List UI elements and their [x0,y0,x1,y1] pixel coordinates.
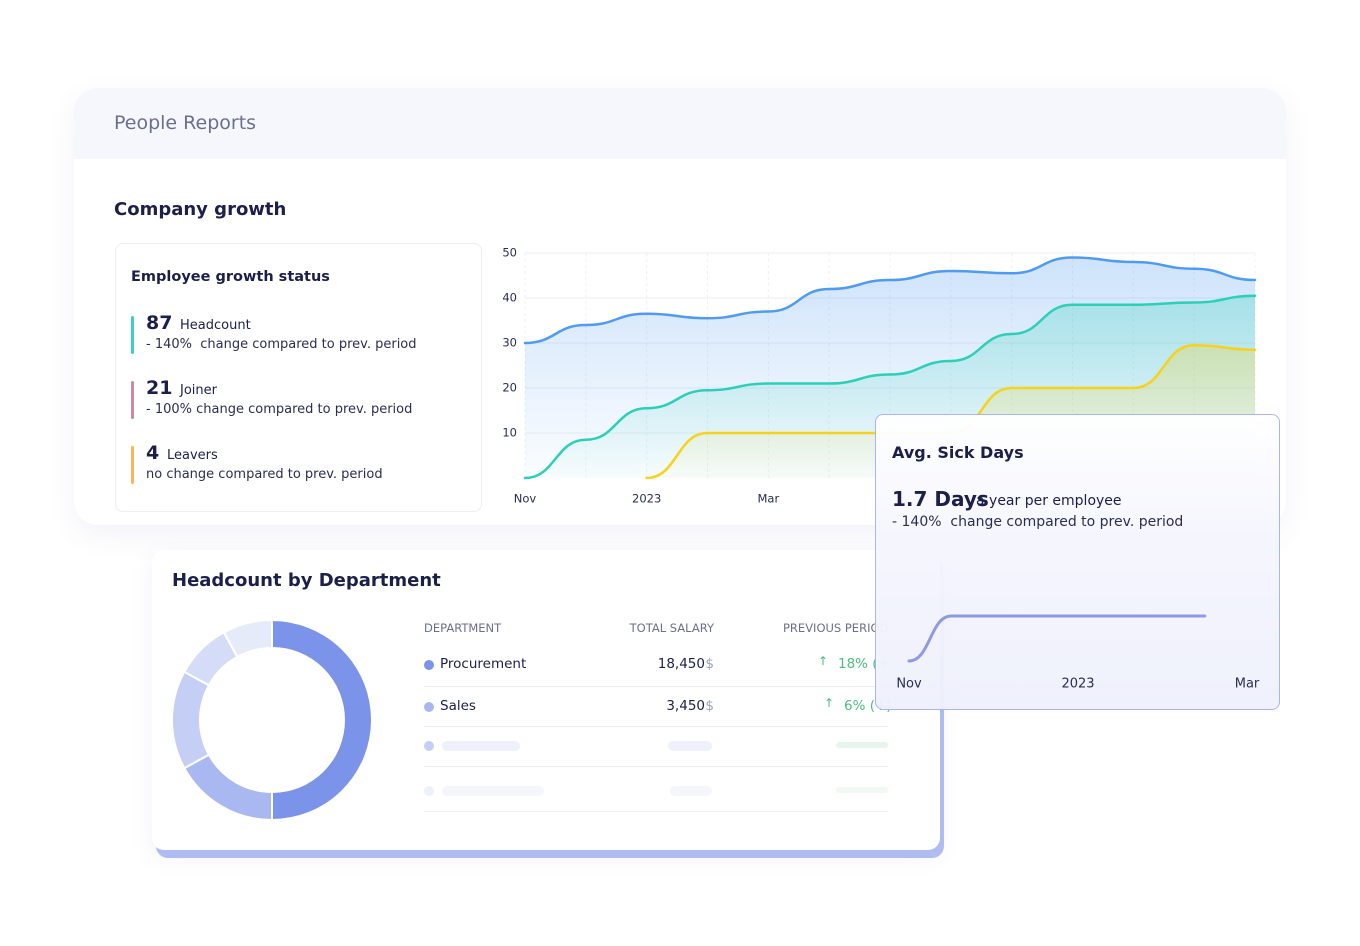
section-title: Company growth [114,199,287,220]
donut-segment [222,618,273,659]
sick-days-chart: Nov 2023 Mar [896,614,1260,692]
row-divider [424,726,888,727]
skeleton [836,787,888,793]
x-tick-label: Nov [896,677,922,692]
department-name: Procurement [440,656,527,672]
skeleton-dot [424,786,434,796]
salary: 3,450 [666,698,705,714]
skeleton [442,786,544,796]
line [907,614,1207,663]
change-arrow: ↑ [824,696,835,710]
status-value: 21 [146,377,173,399]
salary: 18,450 [657,656,705,672]
x-tick-label: Mar [1235,677,1260,692]
status-label: Headcount [180,318,251,333]
sick-value: 1.7 Days [892,487,989,511]
row-divider [424,766,888,767]
growth-status-box: Employee growth status 87 Headcount - 140%… [115,243,482,512]
x-tick-label: 2023 [1061,677,1094,692]
skeleton-dot [424,741,434,751]
status-title: Employee growth status [131,269,330,285]
sick-note: - 140% change compared to prev. period [892,514,1184,530]
row-dot [424,702,434,712]
donut-segment [271,618,373,822]
column-header: PREVIOUS PERIOD [783,621,889,635]
column-header: TOTAL SALARY [629,621,714,635]
donut-segment [171,670,211,770]
status-item: 4 Leavers no change compared to prev. peri… [131,442,471,484]
column-header: DEPARTMENT [424,621,502,635]
status-value: 4 [146,442,160,464]
status-item: 87 Headcount - 140% change compared to pre… [131,312,471,354]
row-divider [424,686,888,687]
table-title: Headcount by Department [172,570,441,591]
status-color-bar [131,446,134,484]
skeleton [442,741,520,751]
status-item: 21 Joiner - 100% change compared to prev. … [131,377,471,419]
status-color-bar [131,381,134,419]
salary-currency: $ [705,698,714,714]
skeleton [670,786,712,796]
status-color-bar [131,316,134,354]
salary-currency: $ [705,656,714,672]
header: People Reports [74,88,1286,159]
row-dot [424,660,434,670]
donut-segment [183,753,273,822]
headcount-card: Headcount by Department DEPARTMENT TOTAL… [152,550,940,850]
sick-unit: a year per employee [976,493,1122,509]
status-label: Joiner [180,383,217,398]
status-note: - 140% change compared to prev. period [146,337,417,352]
department-donut [171,618,373,822]
sick-days-card: Avg. Sick Days 1.7 Days a year per emplo… [875,414,1280,710]
status-note: no change compared to prev. period [146,467,383,482]
status-value: 87 [146,312,173,334]
status-note: - 100% change compared to prev. period [146,402,413,417]
status-label: Leavers [167,448,218,463]
header-title: People Reports [114,112,257,134]
row-divider [424,811,888,812]
skeleton [668,741,712,751]
department-name: Sales [440,698,476,714]
change-arrow: ↑ [818,654,829,668]
skeleton [836,742,888,748]
